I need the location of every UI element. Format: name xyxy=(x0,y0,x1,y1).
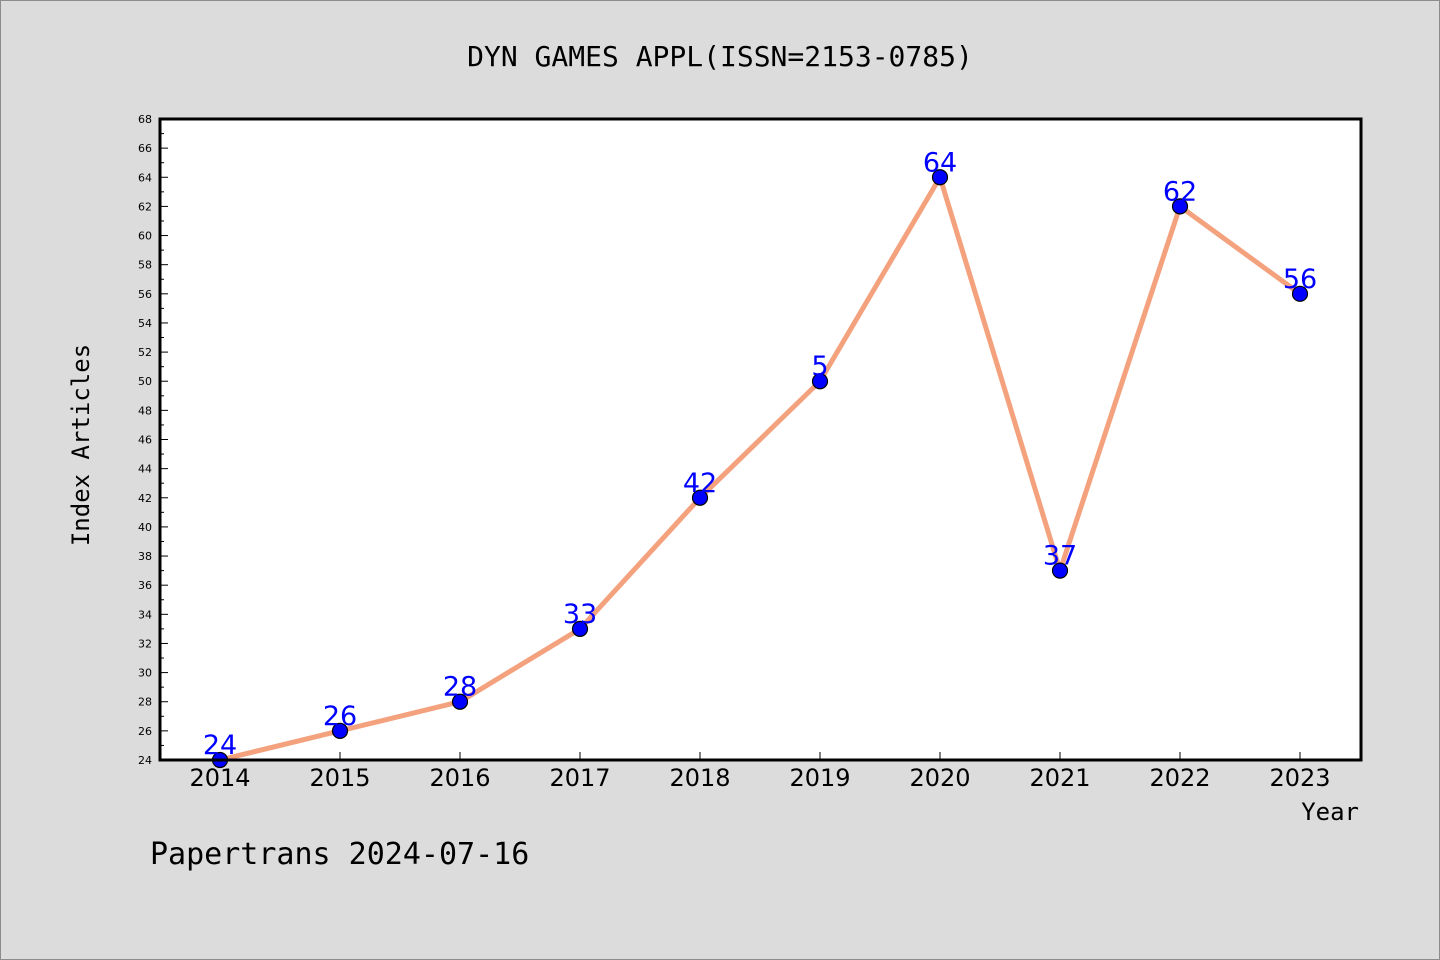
y-tick-label: 36 xyxy=(138,579,152,592)
chart-title: DYN GAMES APPL(ISSN=2153-0785) xyxy=(467,40,973,73)
data-point xyxy=(1291,285,1309,302)
y-tick-label: 58 xyxy=(138,259,152,272)
y-tick-label: 24 xyxy=(138,754,152,767)
y-tick-label: 68 xyxy=(138,113,152,126)
y-tick-label: 62 xyxy=(138,200,152,213)
data-label: 37 xyxy=(1043,541,1077,572)
y-tick-label: 40 xyxy=(138,521,152,534)
y-tick-label: 54 xyxy=(138,317,152,330)
y-tick-label: 26 xyxy=(138,725,152,738)
x-tick-label: 2015 xyxy=(309,764,370,792)
y-tick-label: 42 xyxy=(138,492,152,505)
x-tick-label: 2018 xyxy=(669,764,730,792)
data-point xyxy=(811,373,829,390)
y-tick-label: 44 xyxy=(138,463,152,476)
y-tick-label: 34 xyxy=(138,608,152,621)
data-point xyxy=(691,489,709,506)
data-label: 64 xyxy=(923,147,957,178)
data-point xyxy=(331,722,349,739)
data-label: 33 xyxy=(563,599,597,630)
x-tick-label: 2022 xyxy=(1149,764,1210,792)
x-tick-label: 2019 xyxy=(789,764,850,792)
data-point xyxy=(451,693,469,710)
y-tick-label: 38 xyxy=(138,550,152,563)
y-tick-label: 60 xyxy=(138,230,152,243)
x-axis: 2014 2015 2016 2017 2018 2019 2020 2021 2022 2023 xyxy=(189,752,1331,792)
data-label: 56 xyxy=(1283,264,1317,295)
x-tick-label: 2023 xyxy=(1269,764,1330,792)
x-tick-label: 2020 xyxy=(909,764,970,792)
x-tick-label: 2014 xyxy=(189,764,250,792)
watermark-text: Papertrans 2024-07-16 xyxy=(150,837,529,872)
data-label: 24 xyxy=(203,730,237,761)
x-tick-label: 2016 xyxy=(429,764,490,792)
data-label: 62 xyxy=(1163,176,1197,207)
y-tick-label: 56 xyxy=(138,288,152,301)
y-tick-label: 48 xyxy=(138,404,152,417)
data-label: 5 xyxy=(811,351,828,382)
plot-border xyxy=(158,117,1363,762)
data-label: 28 xyxy=(443,672,477,703)
y-tick-label: 50 xyxy=(138,375,152,388)
y-axis: 24 26 28 30 32 34 36 38 40 42 44 46 48 50 52 54 56 58 60 62… xyxy=(138,113,168,767)
x-tick-label: 2017 xyxy=(549,764,610,792)
y-tick-label: 52 xyxy=(138,346,152,359)
data-point xyxy=(1171,198,1189,215)
y-tick-label: 64 xyxy=(138,171,152,184)
series-line xyxy=(217,174,1303,763)
y-tick-label: 32 xyxy=(138,637,152,650)
x-axis-label: Year xyxy=(1301,798,1359,826)
data-point xyxy=(931,169,949,186)
y-tick-label: 46 xyxy=(138,434,152,447)
y-tick-label: 28 xyxy=(138,696,152,709)
data-point xyxy=(571,620,589,637)
y-tick-label: 30 xyxy=(138,667,152,680)
x-tick-label: 2021 xyxy=(1029,764,1090,792)
y-axis-label: Index Articles xyxy=(67,344,95,546)
data-point xyxy=(1051,562,1069,579)
y-tick-label: 66 xyxy=(138,142,152,155)
data-label: 42 xyxy=(683,468,717,499)
series-layer: 24 26 28 33 42 5 64 37 62 56 xyxy=(203,147,1317,769)
data-label: 26 xyxy=(323,701,357,732)
